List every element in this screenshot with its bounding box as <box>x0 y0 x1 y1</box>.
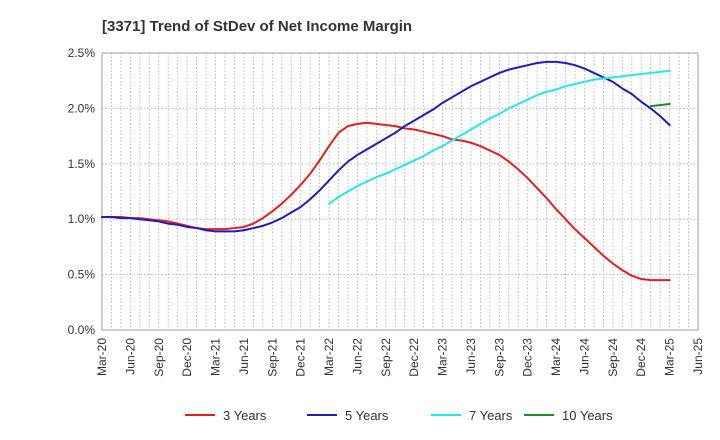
x-tick-label: Jun-22 <box>350 338 364 375</box>
x-tick-label: Mar-20 <box>95 338 109 376</box>
x-tick-label: Jun-25 <box>691 338 705 375</box>
x-tick-label: Mar-22 <box>322 338 336 376</box>
x-tick-label: Dec-21 <box>294 338 308 377</box>
x-tick-label: Sep-20 <box>152 338 166 377</box>
legend-label: 10 Years <box>562 408 613 423</box>
y-tick-label: 2.0% <box>68 101 96 115</box>
x-tick-label: Dec-24 <box>634 338 648 377</box>
y-tick-label: 0.5% <box>68 268 96 282</box>
plot-area <box>101 52 699 331</box>
x-tick-label: Mar-25 <box>663 338 677 376</box>
y-tick-label: 1.5% <box>68 157 96 171</box>
y-axis: 0.0% 0.5% 1.0% 1.5% 2.0% 2.5% <box>68 46 96 337</box>
x-tick-label: Jun-21 <box>237 338 251 375</box>
series-line-10-years <box>649 102 671 108</box>
legend-label: 7 Years <box>469 408 513 423</box>
x-tick-label: Mar-21 <box>209 338 223 376</box>
x-tick-label: Mar-23 <box>436 338 450 376</box>
legend-label: 3 Years <box>223 408 267 423</box>
x-tick-label: Dec-23 <box>521 338 535 377</box>
x-axis: Mar-20 Jun-20 Sep-20 Dec-20 Mar-21 Jun-21 Sep-… <box>95 338 705 377</box>
x-tick-label: Sep-21 <box>265 338 279 377</box>
y-tick-label: 2.5% <box>68 46 96 60</box>
y-tick-label: 0.0% <box>68 323 96 337</box>
series-lines <box>101 60 671 282</box>
x-tick-label: Jun-24 <box>577 338 591 375</box>
x-tick-label: Mar-24 <box>549 338 563 376</box>
y-tick-label: 1.0% <box>68 212 96 226</box>
x-tick-label: Sep-23 <box>492 338 506 377</box>
legend: 3 Years 5 Years 7 Years 10 Years <box>185 408 613 423</box>
series-line-5-years <box>101 60 671 233</box>
x-tick-label: Jun-20 <box>123 338 137 375</box>
x-tick-label: Sep-22 <box>379 338 393 377</box>
x-tick-label: Dec-22 <box>407 338 421 377</box>
x-tick-label: Jun-23 <box>464 338 478 375</box>
series-line-7-years <box>328 69 671 205</box>
grid <box>101 52 699 331</box>
x-tick-label: Sep-24 <box>606 338 620 377</box>
chart-title: [3371] Trend of StDev of Net Income Marg… <box>102 18 412 35</box>
plot-frame <box>101 52 699 331</box>
x-tick-label: Dec-20 <box>180 338 194 377</box>
legend-label: 5 Years <box>345 408 389 423</box>
